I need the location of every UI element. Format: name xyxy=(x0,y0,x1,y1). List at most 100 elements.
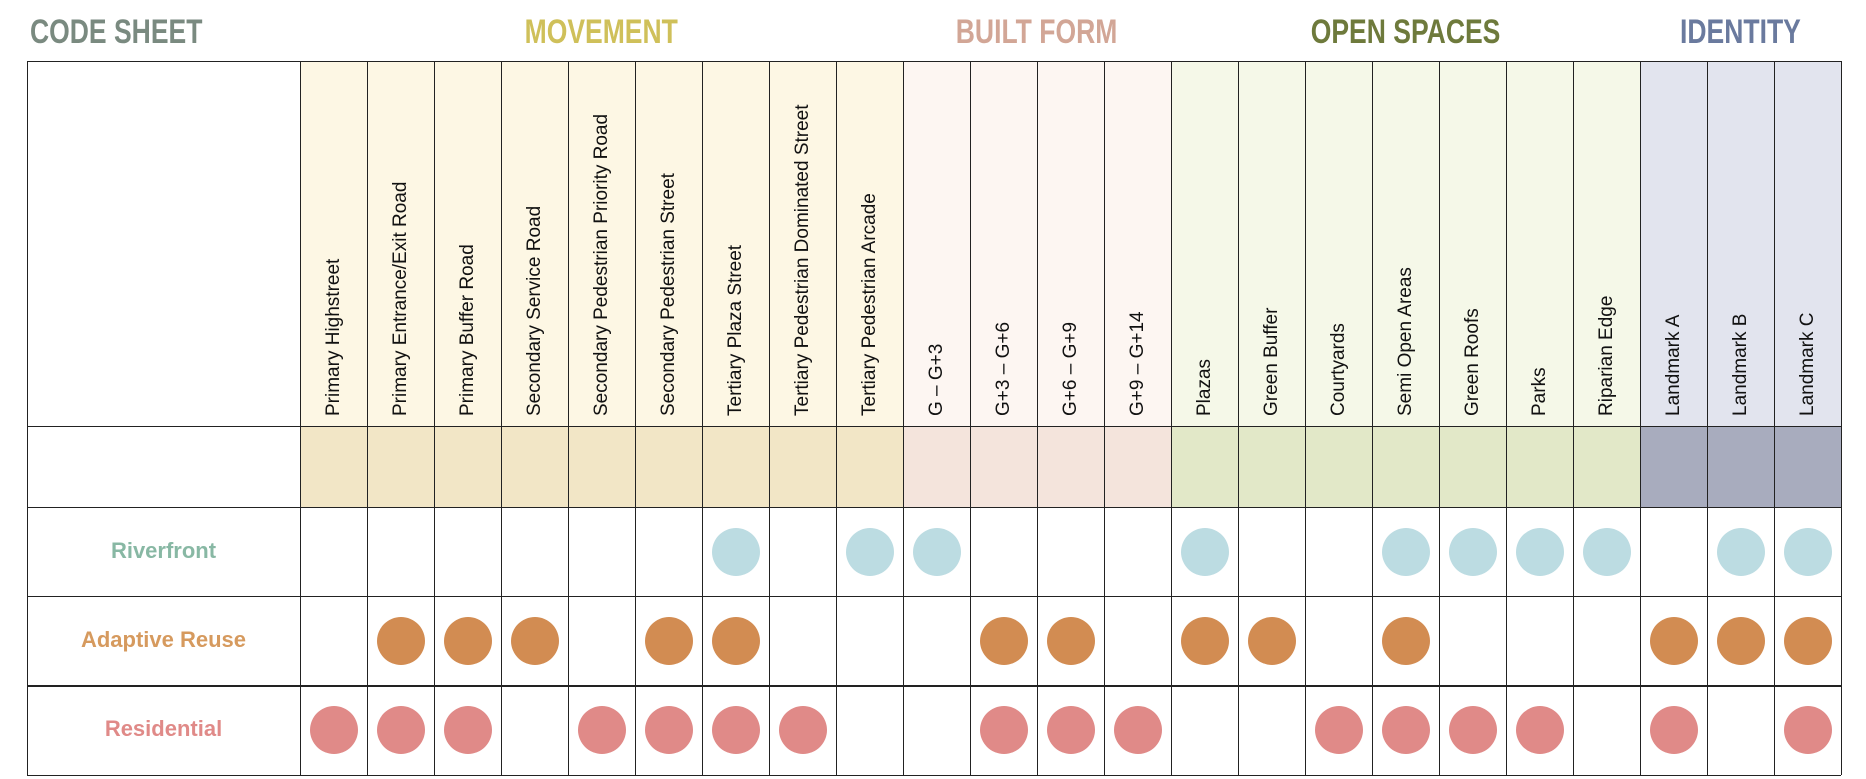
category-band-cell xyxy=(1774,426,1841,507)
column-header-label: Secondary Service Road xyxy=(523,205,545,416)
mark-dot-residential xyxy=(376,706,425,755)
category-band-cell xyxy=(1171,426,1238,507)
grid-line xyxy=(1103,61,1105,775)
category-heading-text: MOVEMENT xyxy=(524,13,679,51)
grid-line xyxy=(567,61,569,775)
column-header-label: Primary Buffer Road xyxy=(456,244,478,416)
grid-line xyxy=(1572,61,1574,775)
grid-line xyxy=(26,61,28,775)
mark-dot-adaptive-reuse xyxy=(376,617,425,665)
mark-dot-residential xyxy=(778,706,827,755)
grid-line xyxy=(27,425,1841,427)
mark-dot-residential xyxy=(1381,706,1430,755)
mark-dot-riverfront xyxy=(1515,527,1564,576)
grid-line xyxy=(701,61,703,775)
grid-line xyxy=(366,61,368,775)
mark-dot-residential xyxy=(1448,706,1497,755)
mark-dot-residential xyxy=(577,706,626,755)
column-header: Landmark B xyxy=(1707,61,1774,426)
mark-dot-residential xyxy=(309,706,358,755)
category-band-cell xyxy=(300,426,367,507)
grid-line xyxy=(1639,61,1641,775)
mark-dot-residential xyxy=(1783,706,1832,755)
mark-dot-residential xyxy=(1113,706,1162,755)
column-header-label: G+3 – G+6 xyxy=(992,321,1014,416)
category-band-cell xyxy=(1104,426,1171,507)
category-band-cell xyxy=(1439,426,1506,507)
category-band-cell xyxy=(836,426,903,507)
mark-dot-riverfront xyxy=(1783,527,1832,576)
mark-dot-residential xyxy=(711,706,760,755)
column-header-label: Tertiary Pedestrian Arcade xyxy=(858,193,880,416)
grid-line xyxy=(1706,61,1708,775)
category-band-cell xyxy=(1506,426,1573,507)
column-header-label: Primary Entrance/Exit Road xyxy=(389,181,411,416)
row-label-riverfront: Riverfront xyxy=(110,537,217,563)
mark-dot-riverfront xyxy=(1381,527,1430,576)
column-header: Secondary Pedestrian Street xyxy=(635,61,702,426)
category-band-cell xyxy=(1707,426,1774,507)
mark-dot-adaptive-reuse xyxy=(1649,617,1698,665)
column-header-label: Green Roofs xyxy=(1461,308,1483,416)
mark-dot-adaptive-reuse xyxy=(644,617,693,665)
row-label-adaptive-reuse: Adaptive Reuse xyxy=(80,627,247,652)
mark-dot-adaptive-reuse xyxy=(979,617,1028,665)
grid-line xyxy=(1304,61,1306,775)
column-header: Landmark A xyxy=(1640,61,1707,426)
category-band-cell xyxy=(501,426,568,507)
category-band-cell xyxy=(769,426,836,507)
category-heading-text: OPEN SPACES xyxy=(1310,13,1501,51)
mark-dot-residential xyxy=(1314,706,1363,755)
column-header-label: G+9 – G+14 xyxy=(1126,311,1148,416)
category-band-cell xyxy=(568,426,635,507)
category-band-cell xyxy=(1640,426,1707,507)
category-heading-text: BUILT FORM xyxy=(956,13,1118,51)
mark-dot-adaptive-reuse xyxy=(1783,617,1832,665)
column-header: Semi Open Areas xyxy=(1372,61,1439,426)
column-header: Primary Entrance/Exit Road xyxy=(367,61,434,426)
column-header: Secondary Pedestrian Priority Road xyxy=(568,61,635,426)
mark-dot-residential xyxy=(1046,706,1095,755)
grid-line xyxy=(27,774,1841,776)
column-header: Primary Buffer Road xyxy=(434,61,501,426)
grid-line xyxy=(27,595,1841,598)
category-heading-built-form: BUILT FORM xyxy=(903,8,1171,56)
category-band-cell xyxy=(434,426,501,507)
grid-line xyxy=(433,61,435,775)
mark-dot-residential xyxy=(443,706,492,755)
grid-line xyxy=(1237,61,1239,775)
column-header-label: Green Buffer xyxy=(1260,307,1282,416)
category-band-cell xyxy=(635,426,702,507)
column-header: Green Roofs xyxy=(1439,61,1506,426)
mark-dot-riverfront xyxy=(845,527,894,576)
mark-dot-adaptive-reuse xyxy=(1046,617,1095,665)
column-header: Riparian Edge xyxy=(1573,61,1640,426)
category-band-cell xyxy=(970,426,1037,507)
category-band-cell xyxy=(1573,426,1640,507)
mark-dot-adaptive-reuse xyxy=(1247,617,1296,665)
column-header-label: Riparian Edge xyxy=(1595,295,1617,416)
row-label-residential: Residential xyxy=(104,716,223,742)
column-header: Tertiary Pedestrian Dominated Street xyxy=(769,61,836,426)
column-header: Tertiary Pedestrian Arcade xyxy=(836,61,903,426)
column-header-label: Semi Open Areas xyxy=(1394,267,1416,416)
column-header: G+6 – G+9 xyxy=(1037,61,1104,426)
category-band-cell xyxy=(367,426,434,507)
column-header-label: Secondary Pedestrian Priority Road xyxy=(590,113,612,416)
grid-line xyxy=(902,61,904,775)
column-header-label: Landmark A xyxy=(1662,314,1684,416)
mark-dot-adaptive-reuse xyxy=(443,617,492,665)
column-header-label: Parks xyxy=(1528,367,1550,416)
grid-line xyxy=(835,61,837,775)
grid-line xyxy=(768,61,770,775)
mark-dot-adaptive-reuse xyxy=(1381,617,1430,665)
column-header-label: Landmark C xyxy=(1796,312,1818,417)
category-band-cell xyxy=(1305,426,1372,507)
column-header: Plazas xyxy=(1171,61,1238,426)
mark-dot-adaptive-reuse xyxy=(510,617,559,665)
grid-line xyxy=(27,60,1841,62)
grid-line xyxy=(634,61,636,775)
column-header: Secondary Service Road xyxy=(501,61,568,426)
mark-dot-riverfront xyxy=(1448,527,1497,576)
